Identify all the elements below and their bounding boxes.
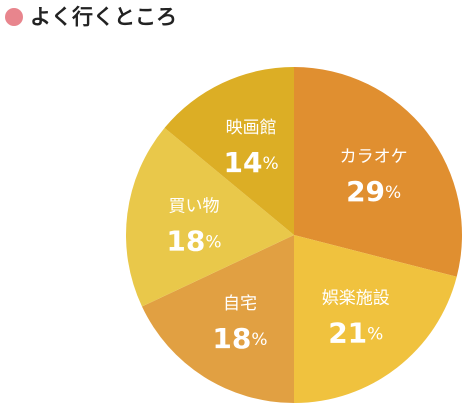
value-label: 18% [212,322,267,355]
value-label: 29% [346,175,401,208]
pie-slice [164,67,294,235]
title-marker [5,8,23,26]
slice-label: 自宅 [223,294,257,314]
slice-label: 買い物 [168,196,219,216]
chart-title: よく行くところ [30,5,177,29]
pie-slice [126,127,294,307]
pie-slice [294,235,457,403]
value-label: 14% [224,146,279,179]
pie-slice [141,235,294,403]
slice-label: 娯楽施設 [322,289,390,309]
slice-label: カラオケ [340,147,408,167]
value-label: 18% [166,224,221,257]
slice-label: 映画館 [226,118,277,138]
pie-slice [294,67,462,277]
value-label: 21% [328,317,383,350]
